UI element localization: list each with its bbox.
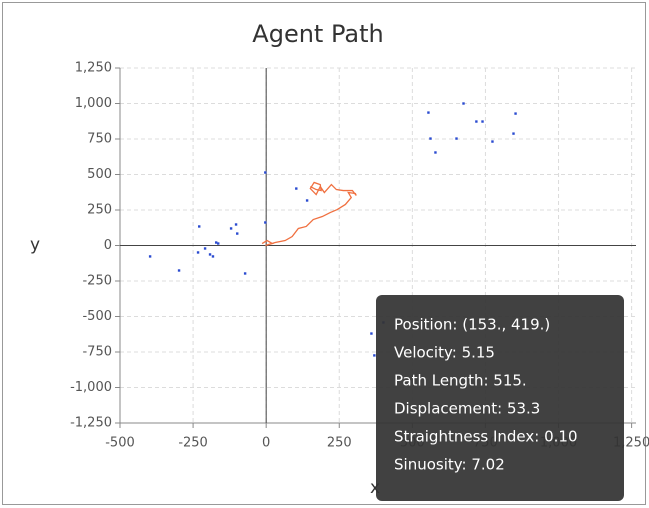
y-axis-label: y [30,235,40,255]
y-tick-label: 250 [87,203,112,218]
point [203,247,207,250]
point [208,253,212,256]
tooltip-line: Path Length: 515. [394,372,527,390]
path-line [261,181,357,247]
point [434,151,437,154]
tooltip-line: Displacement: 53.3 [394,400,540,418]
tooltip-line: Straightness Index: 0.10 [394,428,578,446]
x-tick-label: -250 [178,436,208,451]
point [236,232,239,235]
point [177,269,181,272]
point [512,132,515,135]
point [229,227,233,230]
point [427,111,430,114]
point [211,255,215,258]
tooltip-box [376,295,624,501]
point [462,102,465,105]
point [217,242,220,245]
y-tick-label: 750 [87,132,112,147]
y-tick-label: -250 [82,274,112,289]
y-tick-label: 0 [104,238,112,253]
point [370,332,373,335]
point [481,120,484,123]
tooltip-line: Velocity: 5.15 [394,344,495,362]
point [295,187,298,190]
chart-title: Agent Path [252,20,383,48]
point [429,137,432,140]
point [234,223,238,226]
point [196,251,200,254]
x-axis-label: x [370,478,380,498]
point [491,140,494,143]
tooltip-line: Position: (153., 419.) [394,316,550,334]
y-tick-label: 1,250 [75,61,112,76]
x-tick-label: 0 [262,436,270,451]
point [264,171,267,174]
y-tick-label: 500 [87,167,112,182]
point [373,354,376,357]
tooltip-line: Sinuosity: 7.02 [394,456,505,474]
point [198,225,201,228]
x-tick-label: -500 [105,436,135,451]
point [214,241,218,244]
point [475,120,478,123]
point [264,221,267,224]
x-tick-label: 250 [327,436,352,451]
y-tick-label: 1,000 [75,96,112,111]
point [305,199,309,202]
y-tick-label: -750 [82,345,112,360]
y-tick-label: -500 [82,309,112,324]
point [148,255,152,258]
y-tick-label: -1,250 [70,416,112,431]
point [455,137,458,140]
y-tick-label: -1,000 [70,380,112,395]
point [243,272,247,275]
point [514,112,517,115]
